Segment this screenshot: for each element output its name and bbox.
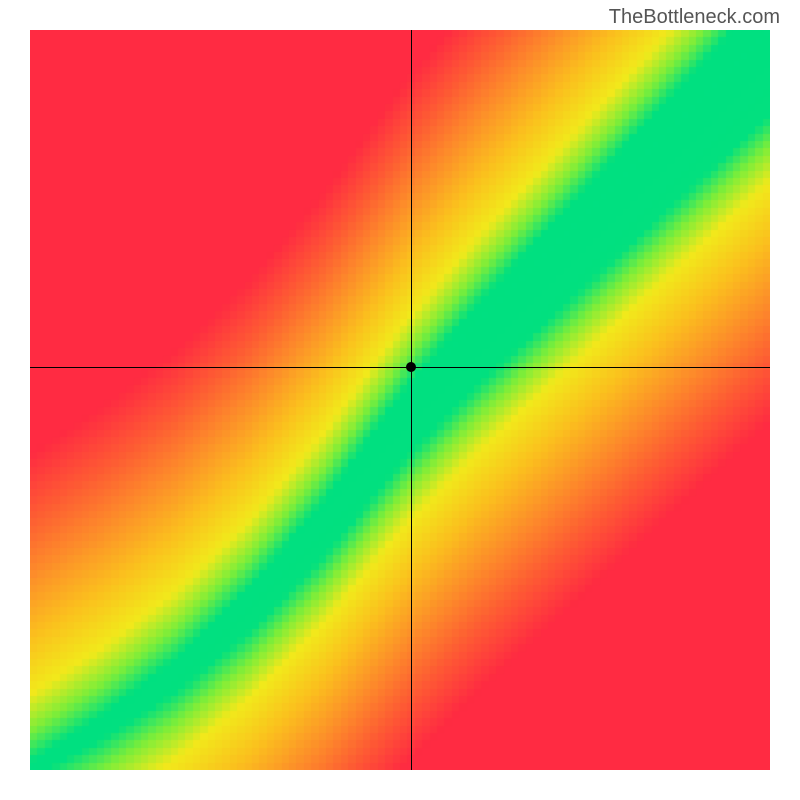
marker-dot	[406, 362, 416, 372]
watermark-text: TheBottleneck.com	[609, 6, 780, 29]
heatmap-canvas	[30, 30, 770, 770]
crosshair-vertical	[411, 30, 412, 770]
crosshair-horizontal	[30, 367, 770, 368]
heatmap-plot	[30, 30, 770, 770]
